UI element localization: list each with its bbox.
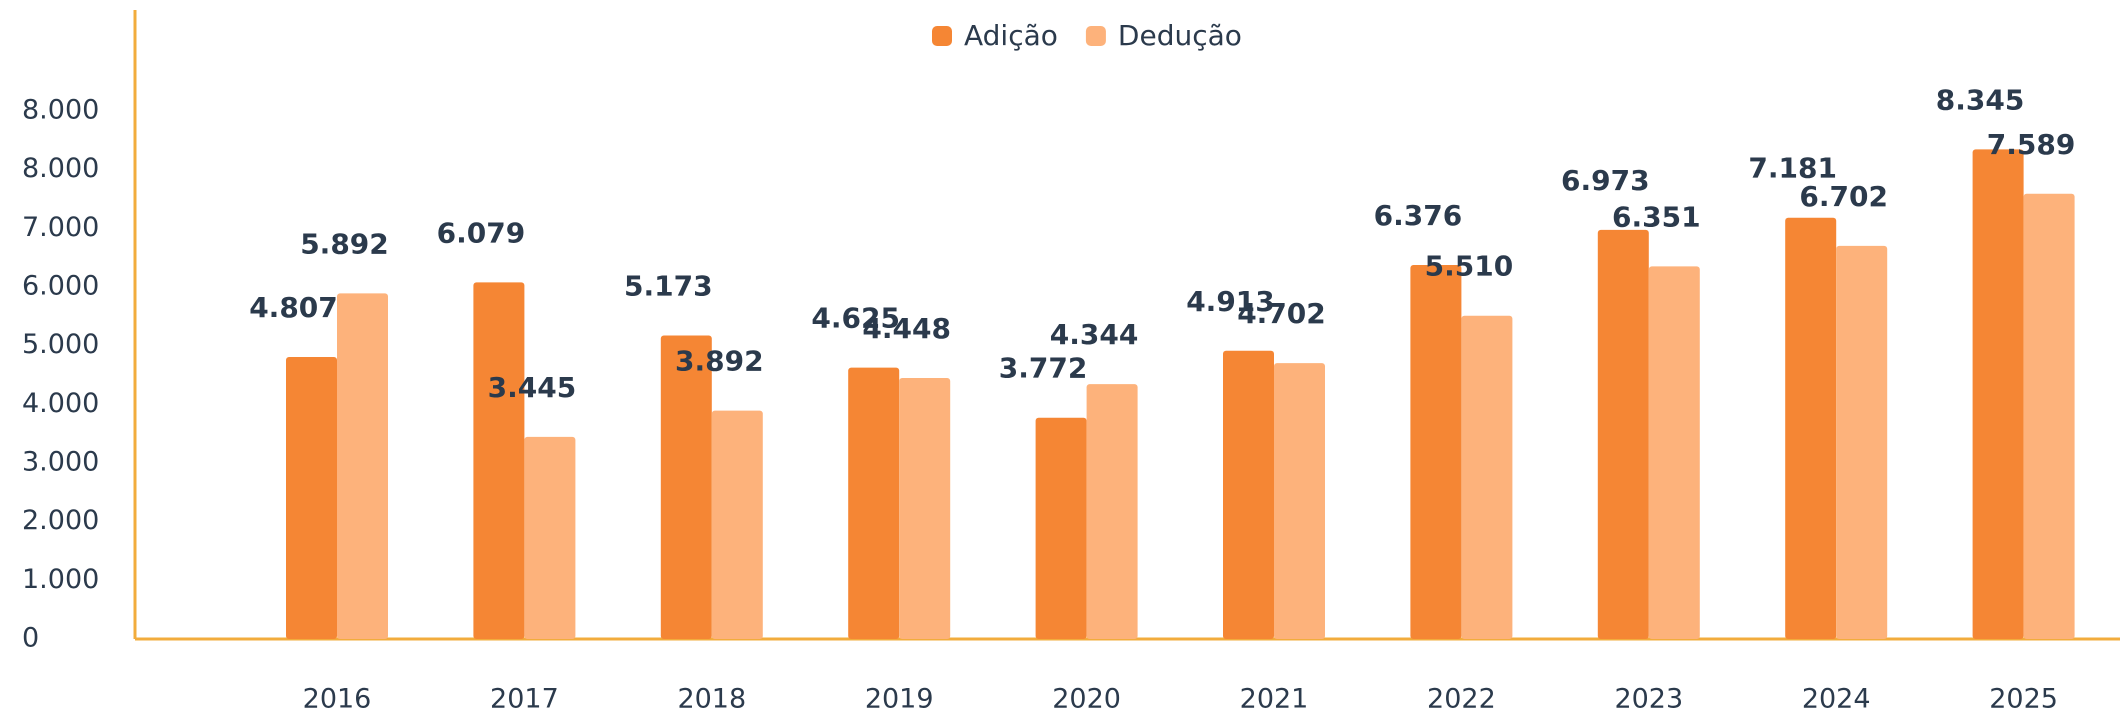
x-tick-label: 2021 <box>1240 684 1309 715</box>
bar <box>1836 245 1888 640</box>
y-tick-label: 5.000 <box>22 329 99 360</box>
value-label: 4.807 <box>249 291 338 324</box>
y-tick-label: 7.000 <box>22 212 99 243</box>
value-label: 5.892 <box>300 227 389 260</box>
value-label: 6.079 <box>437 216 526 249</box>
legend-swatch <box>1085 26 1106 46</box>
value-label: 7.589 <box>1987 128 2076 161</box>
y-tick-label: 8.000 <box>22 153 99 184</box>
bar <box>1648 266 1700 639</box>
value-label: 5.510 <box>1425 250 1514 283</box>
value-label: 4.913 <box>1186 285 1275 318</box>
x-tick-label: 2016 <box>303 684 372 715</box>
bar <box>1410 264 1462 639</box>
bar <box>899 378 951 639</box>
x-tick-label: 2018 <box>677 684 746 715</box>
value-label: 4.702 <box>1237 297 1326 330</box>
value-label: 5.173 <box>624 270 713 303</box>
legend-label: Dedução <box>1118 19 1242 52</box>
value-label: 4.448 <box>862 312 951 345</box>
value-label: 6.973 <box>1561 164 1650 197</box>
x-tick-label: 2020 <box>1052 684 1121 715</box>
bar <box>1274 363 1325 639</box>
x-tick-label: 2023 <box>1614 684 1683 715</box>
value-label: 8.345 <box>1936 83 2025 116</box>
bar <box>1785 217 1837 639</box>
x-tick-label: 2019 <box>865 684 934 715</box>
bar <box>1972 149 2024 639</box>
bar <box>2023 193 2075 639</box>
value-label: 4.625 <box>811 302 900 335</box>
bar <box>848 367 900 639</box>
x-tick-label: 2024 <box>1802 684 1871 715</box>
bar <box>1223 350 1274 639</box>
bar <box>1461 315 1513 639</box>
value-label: 6.376 <box>1374 199 1463 232</box>
value-label: 4.344 <box>1050 318 1139 351</box>
y-tick-label: 3.000 <box>22 447 99 478</box>
y-tick-label: 2.000 <box>22 505 99 536</box>
bar <box>711 410 763 639</box>
x-tick-label: 2017 <box>490 684 559 715</box>
x-tick-label: 2025 <box>1989 684 2058 715</box>
bar <box>1597 229 1649 639</box>
bar <box>660 335 712 639</box>
bar <box>1035 417 1087 639</box>
bar <box>286 356 337 639</box>
legend-label: Adição <box>964 19 1058 52</box>
y-tick-label: 8.000 <box>22 95 99 126</box>
bar <box>1086 384 1138 639</box>
value-label: 3.772 <box>999 352 1088 385</box>
y-tick-label: 1.000 <box>22 564 99 595</box>
value-label: 7.181 <box>1748 152 1837 185</box>
bar <box>473 282 525 639</box>
value-label: 3.892 <box>675 345 764 378</box>
x-tick-label: 2022 <box>1427 684 1496 715</box>
value-label: 6.351 <box>1612 200 1701 233</box>
value-label: 3.445 <box>488 371 577 404</box>
value-label: 6.702 <box>1799 180 1888 213</box>
y-tick-label: 6.000 <box>22 271 99 302</box>
bar <box>524 436 576 639</box>
y-tick-label: 0 <box>22 623 39 654</box>
y-tick-label: 4.000 <box>22 388 99 419</box>
bar <box>337 293 388 639</box>
legend-swatch <box>932 26 952 46</box>
